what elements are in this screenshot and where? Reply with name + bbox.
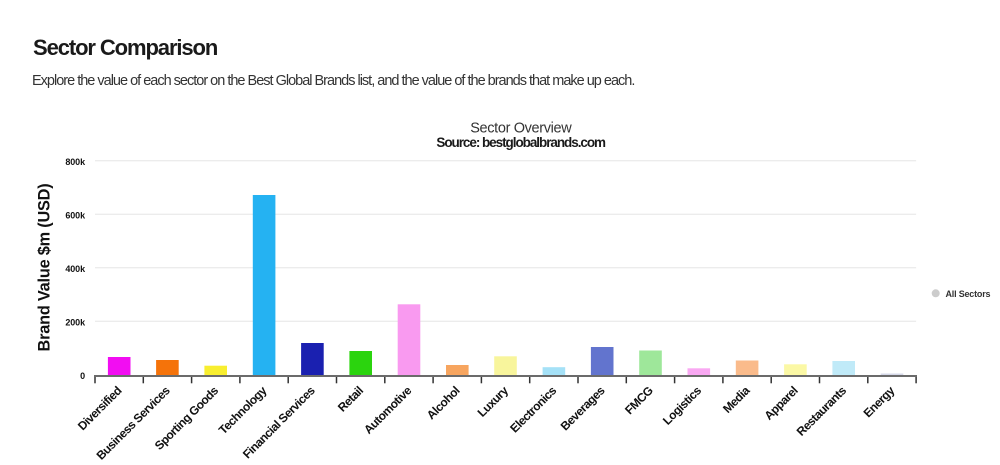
svg-text:800k: 800k [65,157,86,167]
svg-text:Retail: Retail [335,384,366,415]
svg-text:0: 0 [80,371,85,381]
svg-text:Beverages: Beverages [558,383,608,433]
svg-text:Brand Value $m (USD): Brand Value $m (USD) [35,184,53,352]
svg-text:Source: bestglobalbrands.com: Source: bestglobalbrands.com [436,135,606,150]
svg-text:Apparel: Apparel [761,384,800,423]
svg-text:Energy: Energy [861,383,898,420]
svg-text:Automotive: Automotive [361,383,415,437]
svg-text:Restaurants: Restaurants [794,383,850,439]
svg-text:FMCG: FMCG [622,384,656,418]
svg-text:400k: 400k [65,264,86,274]
svg-text:200k: 200k [65,318,86,328]
svg-text:Alcohol: Alcohol [424,384,463,423]
svg-text:Sector Overview: Sector Overview [470,121,572,137]
svg-text:Media: Media [720,383,753,416]
svg-text:Logistics: Logistics [660,383,705,428]
svg-text:Luxury: Luxury [475,383,512,420]
svg-text:600k: 600k [65,211,86,221]
svg-text:Electronics: Electronics [507,383,559,435]
svg-text:Diversified: Diversified [75,384,125,434]
svg-text:All Sectors: All Sectors [946,289,991,299]
